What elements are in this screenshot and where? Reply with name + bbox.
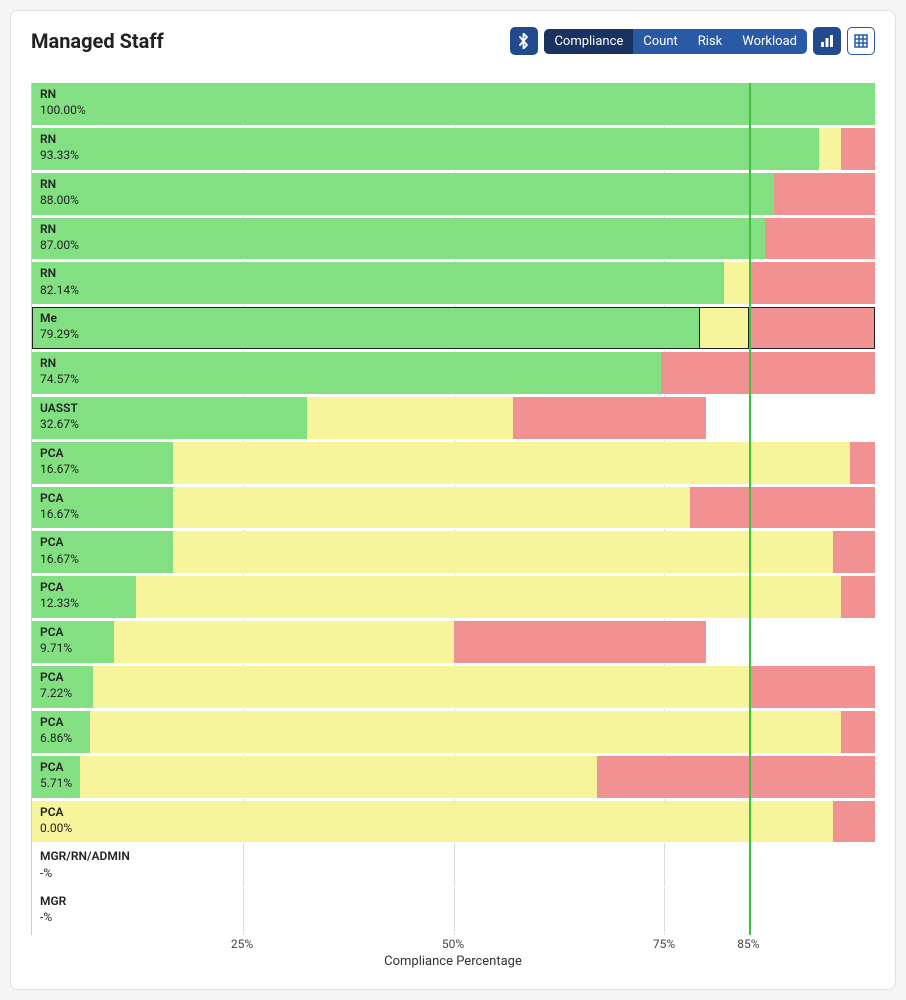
row-value: 79.29% [40,326,79,342]
row-value: 5.71% [40,775,72,791]
row-name: RN [40,86,86,102]
chart-view-button[interactable] [813,27,841,55]
row-label: RN100.00% [40,86,86,118]
row-name: PCA [40,669,72,685]
row-name: PCA [40,534,79,550]
row-value: -% [40,909,66,925]
row-name: RN [40,221,79,237]
row-name: PCA [40,759,72,775]
row-label: PCA16.67% [40,490,79,522]
row-name: RN [40,176,79,192]
row-label: PCA7.22% [40,669,72,701]
bluetooth-icon-button[interactable] [510,27,538,55]
plot-area: RN100.00%RN93.33%RN88.00%RN87.00%RN82.14… [31,83,875,935]
row-value: 12.33% [40,595,79,611]
row-label: PCA16.67% [40,445,79,477]
bar-segment-green [32,218,765,260]
row-value: 100.00% [40,102,86,118]
row-label: UASST32.67% [40,400,79,432]
row-value: 9.71% [40,640,72,656]
row-name: MGR [40,893,66,909]
row-label: RN74.57% [40,355,79,387]
row-value: 16.67% [40,506,79,522]
row-value: 88.00% [40,192,79,208]
x-tick-label: 25% [231,937,253,951]
bar-segment-yellow [32,756,597,798]
row-name: Me [40,310,79,326]
bar-segment-green [32,352,661,394]
row-label: PCA9.71% [40,624,72,656]
bar-chart-icon [820,34,834,48]
bar-segment-yellow [32,801,833,843]
bar-segment-green [32,128,819,170]
row-label: RN87.00% [40,221,79,253]
chart-area: RN100.00%RN93.33%RN88.00%RN87.00%RN82.14… [31,83,875,969]
tab-count[interactable]: Count [633,29,687,54]
row-label: Me79.29% [40,310,79,342]
row-label: RN88.00% [40,176,79,208]
row-name: RN [40,355,79,371]
row-label: MGR-% [40,893,66,925]
row-label: PCA12.33% [40,579,79,611]
row-name: PCA [40,804,72,820]
row-label: RN93.33% [40,131,79,163]
row-name: PCA [40,579,79,595]
row-name: RN [40,131,79,147]
x-axis: 25% 50% 75% 85% Compliance Percentage [31,935,875,969]
row-value: 7.22% [40,685,72,701]
row-name: PCA [40,490,79,506]
bar-segment-green [32,307,700,349]
x-tick-label: 85% [737,937,759,951]
table-view-button[interactable] [847,27,875,55]
row-label: RN82.14% [40,265,79,297]
row-label: PCA0.00% [40,804,72,836]
tab-compliance[interactable]: Compliance [544,29,633,54]
row-value: 6.86% [40,730,72,746]
bar-segment-green [32,173,774,215]
row-name: PCA [40,624,72,640]
bar-segment-yellow [32,576,841,618]
grid-icon [854,34,868,48]
toolbar: Compliance Count Risk Workload [510,27,875,55]
row-name: PCA [40,445,79,461]
row-label: PCA5.71% [40,759,72,791]
row-name: UASST [40,400,79,416]
bar-segment-green [32,262,724,304]
row-value: 32.67% [40,416,79,432]
card-title: Managed Staff [31,29,164,53]
row-value: 16.67% [40,461,79,477]
tab-risk[interactable]: Risk [688,29,732,54]
bluetooth-icon [518,33,530,49]
row-label: PCA16.67% [40,534,79,566]
managed-staff-card: Managed Staff Compliance Count Risk Work… [10,10,896,990]
row-name: MGR/RN/ADMIN [40,848,130,864]
metric-tabs: Compliance Count Risk Workload [544,29,807,54]
tab-workload[interactable]: Workload [732,29,807,54]
row-label: MGR/RN/ADMIN-% [40,848,130,880]
row-name: RN [40,265,79,281]
threshold-line [749,83,751,935]
row-label: PCA6.86% [40,714,72,746]
bar-segment-yellow [32,711,841,753]
row-name: PCA [40,714,72,730]
row-value: -% [40,865,130,881]
row-value: 93.33% [40,147,79,163]
card-header: Managed Staff Compliance Count Risk Work… [31,27,875,55]
row-value: 0.00% [40,820,72,836]
x-tick-label: 50% [442,937,464,951]
bar-segment-yellow [32,666,749,708]
row-value: 16.67% [40,551,79,567]
x-axis-title: Compliance Percentage [384,954,522,969]
row-value: 82.14% [40,282,79,298]
row-value: 74.57% [40,371,79,387]
x-tick-label: 75% [653,937,675,951]
row-value: 87.00% [40,237,79,253]
